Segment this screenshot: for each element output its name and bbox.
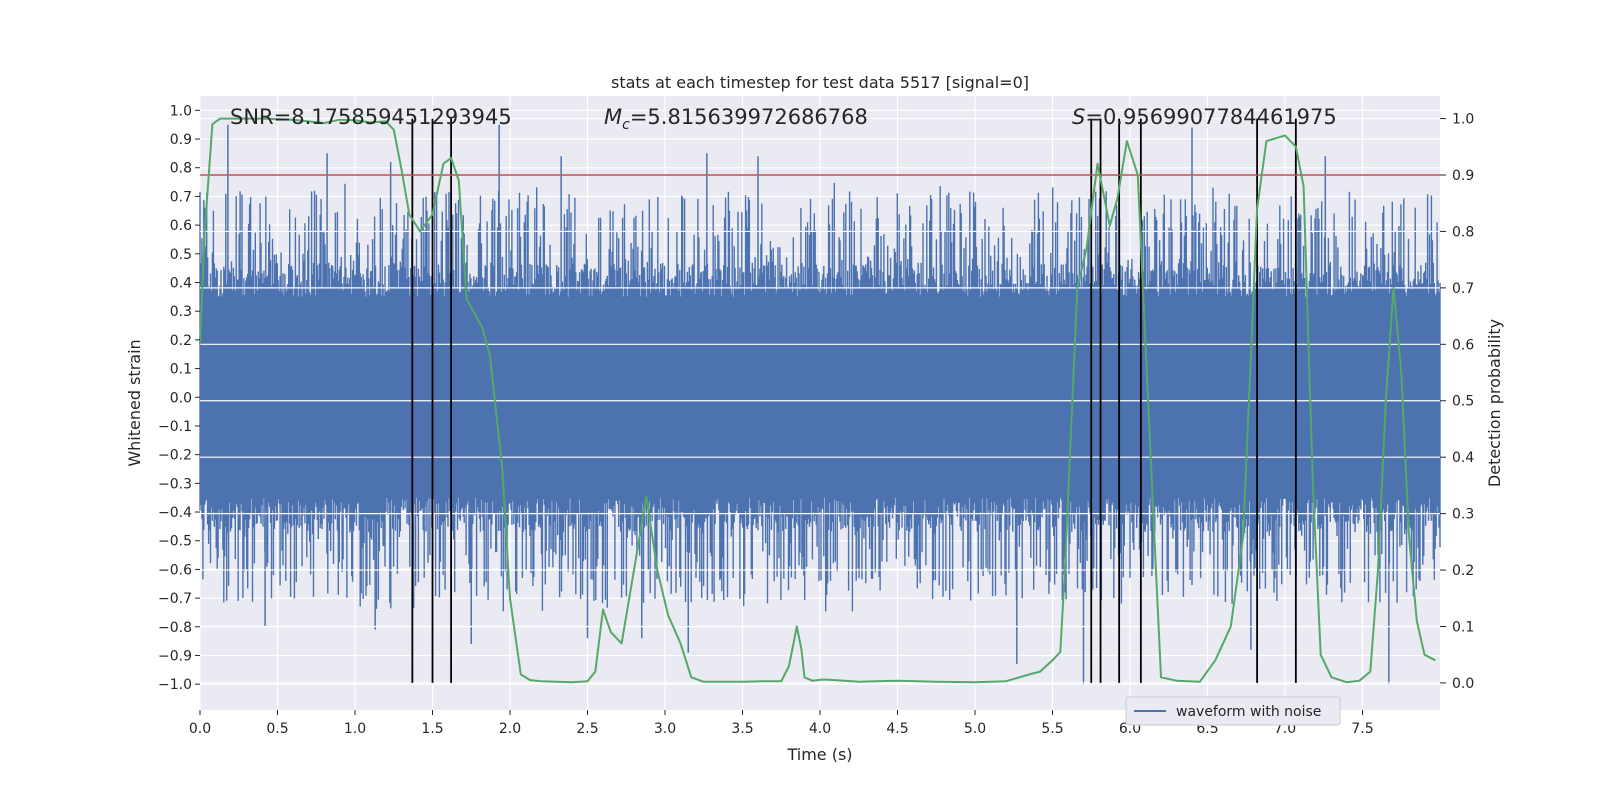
s-symbol: S	[1072, 105, 1085, 129]
y-left-tick-label: 0.6	[170, 218, 192, 234]
y-right-tick-label: 0.2	[1452, 563, 1474, 579]
legend-label: waveform with noise	[1176, 704, 1321, 720]
chirp-mass-annotation: Mc=5.815639972686768	[604, 105, 868, 133]
y-left-tick-label: 0.1	[170, 362, 192, 378]
x-tick-label: 3.0	[654, 721, 676, 737]
x-tick-label: 5.5	[1041, 721, 1063, 737]
gridline-overlay	[200, 117, 1440, 684]
x-tick-label: 2.0	[499, 721, 521, 737]
y-left-tick-label: 0.9	[170, 132, 192, 148]
x-tick-label: 0.0	[189, 721, 211, 737]
y-right-tick-label: 0.6	[1452, 337, 1474, 353]
x-tick-label: 1.0	[344, 721, 366, 737]
x-tick-label: 5.0	[964, 721, 986, 737]
y-left-tick-label: 0.0	[170, 390, 192, 406]
y-right-tick-label: 0.9	[1452, 168, 1474, 184]
y-right-tick-label: 1.0	[1452, 112, 1474, 128]
y-left-tick-label: −0.5	[158, 534, 192, 550]
snr-annotation: SNR=8.175859451293945	[230, 105, 512, 129]
y-right-tick-label: 0.3	[1452, 507, 1474, 523]
y-left-tick-label: 0.2	[170, 333, 192, 349]
x-tick-label: 4.5	[886, 721, 908, 737]
s-value: =0.9569907784461975	[1085, 105, 1336, 129]
y-right-tick-label: 0.5	[1452, 394, 1474, 410]
waveform-series	[199, 124, 1441, 685]
x-tick-label: 2.5	[576, 721, 598, 737]
x-tick-label: 3.5	[731, 721, 753, 737]
chirp-mass-subscript: c	[622, 117, 630, 133]
y-axis-right-label: Detection probability	[1485, 319, 1504, 487]
y-left-tick-label: 0.7	[170, 189, 192, 205]
y-right-tick-label: 0.7	[1452, 281, 1474, 297]
y-left-tick-label: 0.3	[170, 304, 192, 320]
y-left-tick-label: −0.8	[158, 620, 192, 636]
y-left-tick-label: −0.9	[158, 648, 192, 664]
y-left-tick-label: −0.3	[158, 476, 192, 492]
waveform-core-band	[200, 305, 1440, 490]
y-axis-left-ticks: 1.0 0.9 0.8 0.7 0.6 0.5 0.4 0.3 0.2 0.1 0.0 −0.1 −0.…	[158, 103, 200, 693]
chirp-mass-symbol: M	[604, 105, 622, 129]
probability-series	[199, 117, 1436, 684]
x-tick-label: 4.0	[809, 721, 831, 737]
y-right-tick-label: 0.1	[1452, 619, 1474, 635]
y-left-tick-label: −0.4	[158, 505, 192, 521]
chart-title: stats at each timestep for test data 551…	[611, 73, 1029, 92]
legend: waveform with noise	[1125, 696, 1341, 726]
y-left-tick-label: 1.0	[170, 103, 192, 119]
y-left-tick-label: −0.7	[158, 591, 192, 607]
y-left-tick-label: −0.2	[158, 448, 192, 464]
y-left-tick-label: −1.0	[158, 677, 192, 693]
y-left-tick-label: −0.1	[158, 419, 192, 435]
y-left-tick-label: −0.6	[158, 562, 192, 578]
y-left-tick-label: 0.4	[170, 275, 192, 291]
legend-box	[1125, 696, 1341, 726]
y-left-tick-label: 0.8	[170, 161, 192, 177]
x-axis-label: Time (s)	[786, 745, 852, 764]
x-tick-label: 0.5	[266, 721, 288, 737]
y-left-tick-label: 0.5	[170, 247, 192, 263]
y-axis-right-ticks: 1.0 0.9 0.8 0.7 0.6 0.5 0.4 0.3 0.2 0.1 0.0	[1440, 112, 1474, 692]
chirp-mass-value: =5.815639972686768	[630, 105, 868, 129]
x-tick-label: 7.5	[1351, 721, 1373, 737]
detection-probability-line	[199, 117, 1436, 684]
y-right-tick-label: 0.8	[1452, 224, 1474, 240]
y-axis-left-label: Whitened strain	[125, 339, 144, 466]
s-annotation: S=0.9569907784461975	[1072, 105, 1337, 129]
x-tick-label: 1.5	[421, 721, 443, 737]
y-right-tick-label: 0.4	[1452, 450, 1474, 466]
y-right-tick-label: 0.0	[1452, 676, 1474, 692]
